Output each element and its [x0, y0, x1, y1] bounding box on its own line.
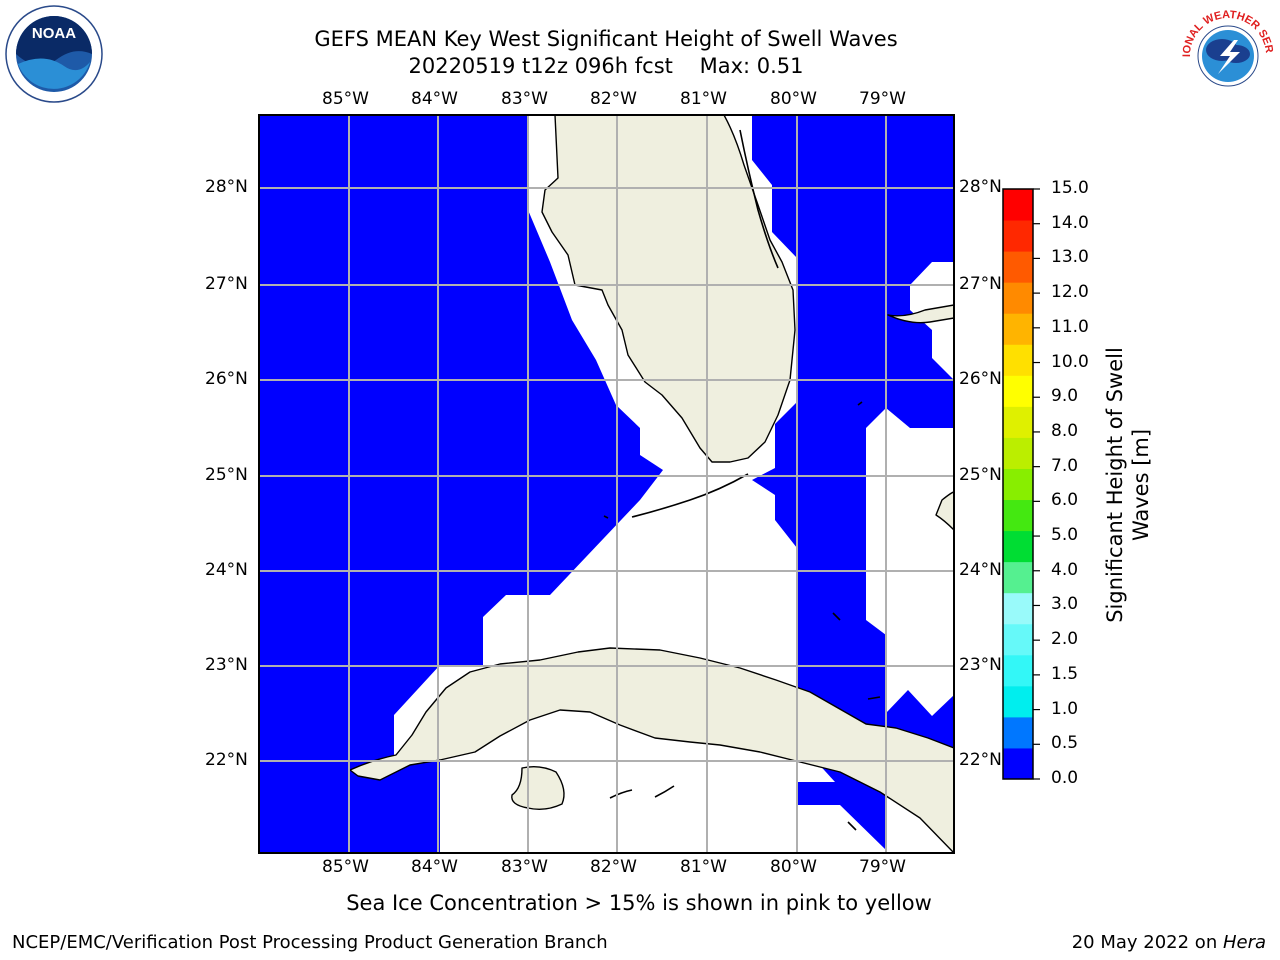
colorbar-tick-label: 11.0 — [1051, 316, 1089, 337]
lon-label-top: 79°W — [859, 89, 906, 109]
lat-label-right: 24°N — [959, 560, 1002, 580]
colorbar-tick-label: 0.5 — [1051, 733, 1079, 754]
colorbar-segment — [1003, 251, 1033, 283]
lat-label-right: 26°N — [959, 369, 1002, 389]
bahamas-grand — [887, 304, 954, 324]
lat-label-right: 25°N — [959, 465, 1002, 485]
lon-label-top: 82°W — [590, 89, 637, 109]
colorbar-segment — [1003, 437, 1033, 469]
colorbar-tick-label: 2.0 — [1051, 629, 1079, 650]
nws-logo: NATIONAL WEATHER SERVICE — [1178, 4, 1276, 102]
land-areas — [349, 115, 954, 853]
colorbar-label-line2: Waves [m] — [1129, 428, 1153, 542]
colorbar-segment — [1003, 313, 1033, 345]
lon-label-bottom: 84°W — [411, 857, 458, 877]
lon-label-bottom: 82°W — [590, 857, 637, 877]
colorbar-segment — [1003, 499, 1033, 532]
footer-branch: NCEP/EMC/Verification Post Processing Pr… — [12, 932, 608, 953]
lat-label-left: 25°N — [205, 465, 248, 485]
colorbar-segment — [1003, 189, 1033, 221]
lon-label-bottom: 79°W — [859, 857, 906, 877]
lon-label-top: 83°W — [501, 89, 548, 109]
lat-label-left: 24°N — [205, 560, 248, 580]
colorbar-segment — [1003, 716, 1033, 749]
colorbar-tick-label: 9.0 — [1051, 386, 1079, 407]
chart-title: GEFS MEAN Key West Significant Height of… — [314, 27, 898, 51]
colorbar-segment — [1003, 220, 1033, 252]
footer-date-text: 20 May 2022 on — [1071, 932, 1223, 953]
lat-label-right: 27°N — [959, 274, 1002, 294]
colorbar-segment — [1003, 282, 1033, 314]
footer-host: Hera — [1222, 932, 1266, 953]
sea-ice-note: Sea Ice Concentration > 15% is shown in … — [346, 891, 932, 915]
lat-label-left: 26°N — [205, 369, 248, 389]
lon-label-top: 85°W — [322, 89, 369, 109]
colorbar-segment — [1003, 654, 1033, 687]
cuba — [349, 647, 954, 853]
colorbar-tick-label: 8.0 — [1051, 420, 1079, 441]
colorbar-frame — [1002, 188, 1034, 780]
colorbar-tick-label: 4.0 — [1051, 559, 1079, 580]
colorbar-tick-label: 5.0 — [1051, 525, 1079, 546]
colorbar-segment — [1003, 685, 1033, 718]
colorbar-tick-label: 1.5 — [1051, 663, 1079, 684]
lon-label-bottom: 80°W — [770, 857, 817, 877]
colorbar-label: Significant Height of Swell Waves [m] — [1102, 347, 1154, 623]
map-frame — [258, 114, 955, 854]
lat-label-left: 22°N — [205, 750, 248, 770]
isle-of-youth — [511, 765, 565, 811]
lat-label-left: 23°N — [205, 655, 248, 675]
bahamas-andros — [935, 491, 954, 531]
colorbar-tick-label: 13.0 — [1051, 247, 1089, 268]
colorbar-tick-label: 14.0 — [1051, 212, 1089, 233]
lon-label-bottom: 83°W — [501, 857, 548, 877]
colorbar-segment — [1003, 468, 1033, 501]
chart-subtitle-forecast: 20220519 t12z 096h fcst Max: 0.51 — [408, 54, 804, 78]
colorbar-segment — [1003, 592, 1033, 625]
lon-label-top: 84°W — [411, 89, 458, 109]
lat-label-right: 28°N — [959, 177, 1002, 197]
colorbar-tick-label: 0.0 — [1051, 768, 1079, 788]
small-islands — [603, 129, 881, 831]
colorbar-segment — [1003, 375, 1033, 407]
colorbar-tick-label: 7.0 — [1051, 455, 1079, 476]
colorbar-segment — [1003, 623, 1033, 656]
lon-label-top: 80°W — [770, 89, 817, 109]
lon-label-bottom: 81°W — [680, 857, 727, 877]
noaa-logo-text: NOAA — [32, 25, 76, 42]
lat-label-left: 28°N — [205, 177, 248, 197]
colorbar-segment — [1003, 344, 1033, 376]
noaa-logo: NOAA — [5, 5, 103, 103]
lat-label-right: 22°N — [959, 750, 1002, 770]
colorbar — [1003, 189, 1033, 780]
colorbar-segment — [1003, 747, 1033, 780]
colorbar-tick-label: 3.0 — [1051, 594, 1079, 615]
colorbar-tick-label: 15.0 — [1051, 178, 1089, 198]
lon-label-bottom: 85°W — [322, 857, 369, 877]
lat-label-right: 23°N — [959, 655, 1002, 675]
colorbar-tick-label: 10.0 — [1051, 351, 1089, 372]
colorbar-label-line1: Significant Height of Swell — [1103, 347, 1127, 623]
footer-date: 20 May 2022 on Hera — [1072, 932, 1266, 953]
colorbar-segment — [1003, 530, 1033, 563]
colorbar-tick-label: 12.0 — [1051, 282, 1089, 303]
colorbar-segment — [1003, 561, 1033, 594]
colorbar-tick-label: 1.0 — [1051, 698, 1079, 719]
colorbar-segment — [1003, 406, 1033, 438]
colorbar-tick-label: 6.0 — [1051, 490, 1079, 511]
lon-label-top: 81°W — [680, 89, 727, 109]
lat-label-left: 27°N — [205, 274, 248, 294]
graticule — [259, 115, 954, 853]
